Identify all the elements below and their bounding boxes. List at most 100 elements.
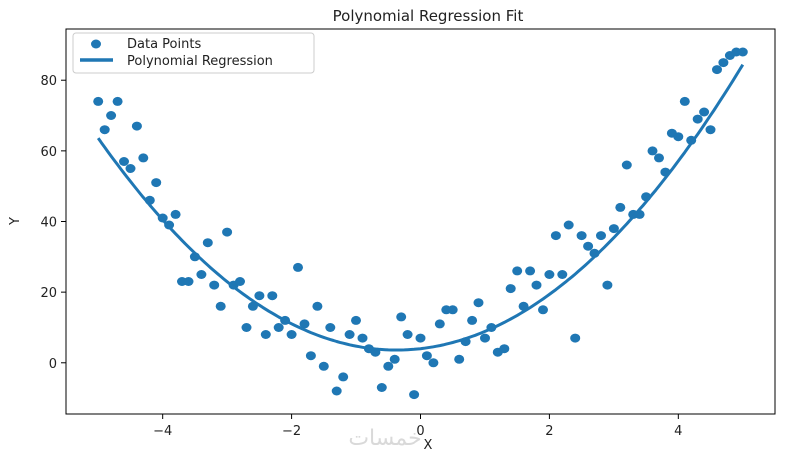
data-point: [312, 301, 323, 311]
data-point: [344, 330, 355, 339]
data-point: [447, 305, 458, 315]
data-point: [170, 209, 181, 219]
data-point: [125, 164, 136, 173]
data-point: [525, 266, 536, 276]
data-point: [718, 58, 729, 68]
data-point: [138, 153, 149, 163]
data-point: [106, 111, 117, 120]
data-point: [512, 266, 523, 276]
data-point: [409, 390, 420, 400]
data-point: [215, 301, 226, 311]
data-point: [305, 351, 316, 361]
data-point: [679, 96, 690, 106]
data-point: [673, 132, 684, 142]
legend-label-data-points: Data Points: [127, 37, 201, 52]
data-point: [338, 372, 349, 382]
data-point: [318, 361, 329, 371]
data-point: [260, 330, 271, 339]
data-point: [705, 125, 716, 135]
legend-label-polynomial-regression: Polynomial Regression: [127, 54, 273, 69]
data-point: [544, 270, 555, 279]
x-tick-label: 4: [674, 424, 682, 439]
data-point: [654, 153, 664, 163]
data-point: [550, 231, 561, 241]
y-tick-label: 60: [40, 145, 57, 160]
data-point: [273, 323, 284, 332]
data-point: [428, 358, 439, 368]
data-point: [151, 178, 162, 188]
data-point: [434, 319, 445, 329]
data-point: [737, 47, 748, 57]
data-point: [583, 241, 594, 251]
plot-area: [93, 47, 748, 400]
data-point: [196, 270, 207, 279]
data-point: [112, 96, 123, 106]
data-point: [563, 220, 574, 230]
x-tick-label: 2: [545, 424, 553, 439]
x-tick-label: −4: [153, 424, 172, 439]
y-axis-label: Y: [8, 217, 23, 226]
legend: Data Points Polynomial Regression: [72, 32, 315, 74]
data-point: [331, 386, 342, 396]
data-point: [389, 354, 400, 364]
data-point: [254, 291, 265, 301]
data-point: [473, 298, 484, 308]
data-point: [499, 344, 510, 354]
data-point: [131, 121, 142, 131]
data-point: [99, 125, 110, 135]
legend-frame: [72, 32, 315, 74]
data-point: [383, 361, 394, 371]
data-point: [396, 312, 407, 322]
data-point: [351, 315, 361, 325]
data-point: [699, 107, 710, 117]
regression-curve: [96, 63, 745, 352]
data-point: [402, 330, 413, 339]
data-point: [602, 280, 613, 290]
data-point: [421, 351, 432, 361]
watermark-text: خمسات: [348, 426, 421, 451]
data-point: [209, 280, 220, 290]
data-point: [376, 383, 387, 392]
data-point: [357, 333, 368, 343]
data-point: [615, 202, 626, 212]
data-point: [608, 224, 619, 234]
data-point: [712, 65, 722, 75]
data-point: [505, 284, 516, 294]
data-point: [531, 280, 542, 290]
data-point: [576, 231, 587, 241]
data-point: [538, 305, 548, 315]
data-point: [415, 333, 426, 343]
data-point: [183, 277, 194, 286]
data-point: [480, 333, 490, 343]
x-axis-label: X: [424, 438, 433, 453]
data-point: [596, 231, 606, 241]
data-point: [454, 354, 465, 364]
x-tick-label: −2: [282, 424, 301, 439]
data-point: [93, 96, 104, 106]
data-point: [570, 333, 581, 343]
chart-title: Polynomial Regression Fit: [333, 7, 524, 25]
data-point: [621, 160, 632, 170]
y-tick-label: 80: [40, 74, 57, 89]
y-tick-label: 0: [49, 357, 57, 372]
data-point: [325, 323, 336, 332]
y-tick-label: 40: [40, 216, 57, 231]
data-point: [299, 319, 310, 329]
data-point: [119, 157, 129, 166]
data-point: [222, 227, 233, 237]
data-point: [202, 238, 213, 248]
data-point: [293, 262, 303, 272]
data-point: [267, 291, 278, 301]
data-point: [692, 114, 703, 124]
axes-frame: [65, 28, 776, 415]
y-tick-label: 20: [40, 286, 57, 301]
x-tick-label: 0: [416, 424, 424, 439]
data-point: [286, 330, 297, 339]
data-point: [467, 315, 478, 325]
data-point: [241, 323, 252, 332]
data-point: [235, 277, 245, 286]
data-point: [557, 270, 568, 279]
